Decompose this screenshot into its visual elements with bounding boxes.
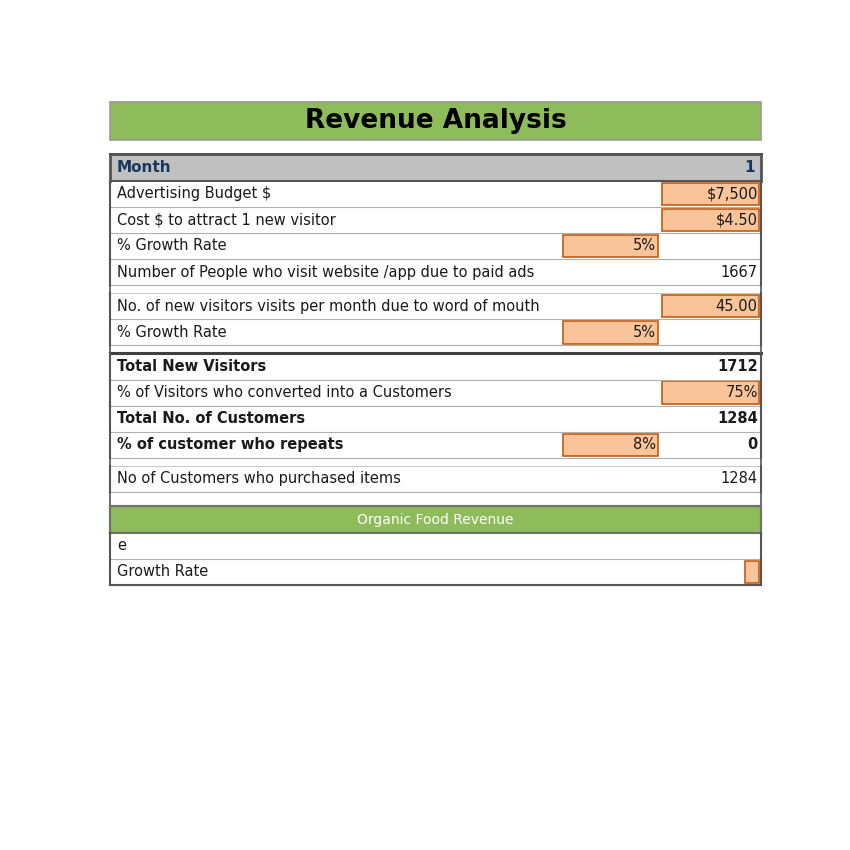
FancyBboxPatch shape — [745, 561, 759, 583]
Text: e: e — [116, 538, 126, 553]
Text: No of Customers who purchased items: No of Customers who purchased items — [116, 472, 400, 486]
FancyBboxPatch shape — [110, 293, 761, 320]
FancyBboxPatch shape — [563, 321, 658, 343]
Text: No. of new visitors visits per month due to word of mouth: No. of new visitors visits per month due… — [116, 298, 540, 314]
FancyBboxPatch shape — [661, 295, 759, 317]
Text: Month: Month — [116, 160, 172, 175]
Text: 45.00: 45.00 — [716, 298, 757, 314]
Text: % of customer who repeats: % of customer who repeats — [116, 438, 343, 452]
FancyBboxPatch shape — [661, 209, 759, 231]
FancyBboxPatch shape — [110, 345, 761, 354]
Text: 1284: 1284 — [721, 472, 757, 486]
Text: 0: 0 — [747, 438, 757, 452]
FancyBboxPatch shape — [110, 155, 761, 180]
FancyBboxPatch shape — [110, 405, 761, 432]
Text: Number of People who visit website /app due to paid ads: Number of People who visit website /app … — [116, 264, 534, 280]
Text: 1667: 1667 — [721, 264, 757, 280]
FancyBboxPatch shape — [110, 533, 761, 558]
Text: Total New Visitors: Total New Visitors — [116, 359, 266, 374]
FancyBboxPatch shape — [661, 382, 759, 404]
FancyBboxPatch shape — [110, 233, 761, 259]
FancyBboxPatch shape — [110, 354, 761, 379]
FancyBboxPatch shape — [563, 434, 658, 456]
Text: 1284: 1284 — [717, 411, 757, 427]
FancyBboxPatch shape — [110, 286, 761, 293]
FancyBboxPatch shape — [110, 102, 761, 140]
Text: Revenue Analysis: Revenue Analysis — [305, 108, 566, 134]
Text: 75%: 75% — [725, 385, 757, 400]
Text: Growth Rate: Growth Rate — [116, 564, 208, 580]
Text: Organic Food Revenue: Organic Food Revenue — [357, 513, 514, 526]
FancyBboxPatch shape — [563, 235, 658, 257]
Text: 1712: 1712 — [717, 359, 757, 374]
FancyBboxPatch shape — [110, 458, 761, 466]
Text: 8%: 8% — [633, 438, 656, 452]
Text: $7,500: $7,500 — [706, 186, 757, 201]
FancyBboxPatch shape — [110, 432, 761, 458]
FancyBboxPatch shape — [110, 507, 761, 533]
FancyBboxPatch shape — [110, 180, 761, 207]
Text: Cost $ to attract 1 new visitor: Cost $ to attract 1 new visitor — [116, 212, 336, 227]
Text: % Growth Rate: % Growth Rate — [116, 239, 226, 253]
Text: 1: 1 — [744, 160, 755, 175]
Text: Total No. of Customers: Total No. of Customers — [116, 411, 305, 427]
Text: % Growth Rate: % Growth Rate — [116, 325, 226, 340]
FancyBboxPatch shape — [110, 558, 761, 585]
FancyBboxPatch shape — [110, 466, 761, 492]
Text: $4.50: $4.50 — [716, 212, 757, 227]
FancyBboxPatch shape — [110, 207, 761, 233]
Text: % of Visitors who converted into a Customers: % of Visitors who converted into a Custo… — [116, 385, 451, 400]
FancyBboxPatch shape — [110, 259, 761, 286]
Text: 5%: 5% — [633, 239, 656, 253]
FancyBboxPatch shape — [110, 320, 761, 345]
FancyBboxPatch shape — [110, 379, 761, 405]
FancyBboxPatch shape — [661, 183, 759, 205]
Text: Advertising Budget $: Advertising Budget $ — [116, 186, 271, 201]
Text: 5%: 5% — [633, 325, 656, 340]
FancyBboxPatch shape — [110, 492, 761, 507]
